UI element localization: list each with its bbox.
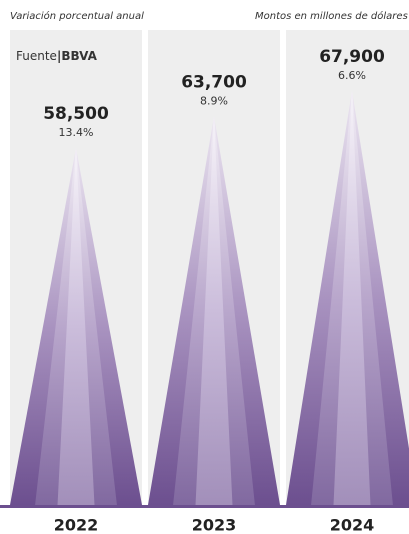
triangle-shade — [57, 148, 95, 505]
source-name: BBVA — [61, 49, 97, 63]
x-tick-label: 2022 — [54, 516, 99, 534]
triangle-shade — [195, 116, 233, 506]
change-label: 6.6% — [338, 69, 366, 82]
source-label: Fuente — [16, 49, 57, 63]
baseline — [0, 505, 409, 508]
change-label: 8.9% — [200, 94, 228, 107]
triangle-shade — [333, 90, 371, 505]
x-tick-label: 2024 — [330, 516, 375, 534]
source: Fuente|BBVA — [16, 49, 98, 63]
value-label: 67,900 — [319, 47, 385, 67]
subtitle-left: Variación porcentual anual — [10, 10, 144, 22]
value-label: 58,500 — [43, 104, 109, 124]
x-tick-label: 2023 — [192, 516, 237, 534]
subtitle-right: Montos en millones de dólares — [255, 10, 408, 22]
change-label: 13.4% — [59, 126, 94, 139]
value-label: 63,700 — [181, 72, 247, 92]
